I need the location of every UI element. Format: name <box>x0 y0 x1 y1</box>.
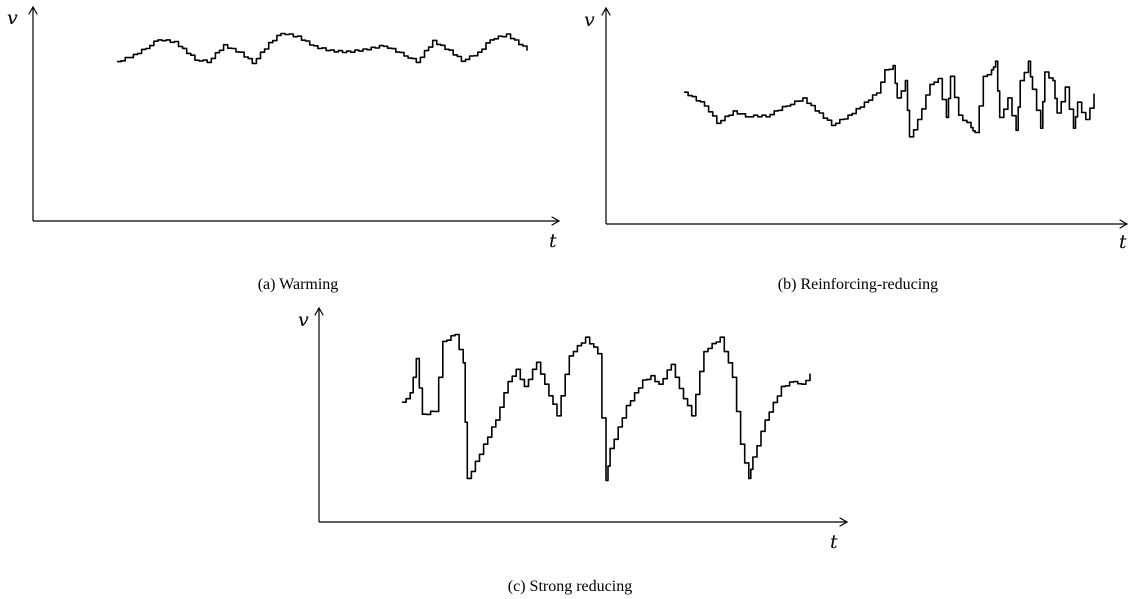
panel-b-x-arrow <box>1119 219 1129 229</box>
panel-c-series-line <box>402 333 811 482</box>
panel-b: v t (b) Reinforcing-reducing <box>584 6 1129 293</box>
panel-b-y-arrow <box>601 6 611 16</box>
panel-b-series-line <box>684 60 1095 138</box>
panel-c-caption: (c) Strong reducing <box>508 578 632 595</box>
panel-a-y-arrow <box>28 5 38 15</box>
panel-c: v t (c) Strong reducing <box>298 306 849 595</box>
panel-a-x-label: t <box>549 230 557 252</box>
panel-a-y-label: v <box>7 7 18 29</box>
panel-a-series-line <box>117 32 528 65</box>
panel-b-caption: (b) Reinforcing-reducing <box>778 276 938 293</box>
panel-a-x-arrow <box>551 216 561 226</box>
panel-c-y-label: v <box>298 309 309 331</box>
panel-c-x-arrow <box>839 517 849 527</box>
panel-c-x-label: t <box>830 531 838 553</box>
panel-b-x-label: t <box>1119 231 1127 253</box>
panel-c-y-arrow <box>314 306 324 316</box>
panel-a-caption: (a) Warming <box>258 276 339 293</box>
panel-b-y-label: v <box>584 9 595 31</box>
panel-a: v t (a) Warming <box>7 5 561 293</box>
